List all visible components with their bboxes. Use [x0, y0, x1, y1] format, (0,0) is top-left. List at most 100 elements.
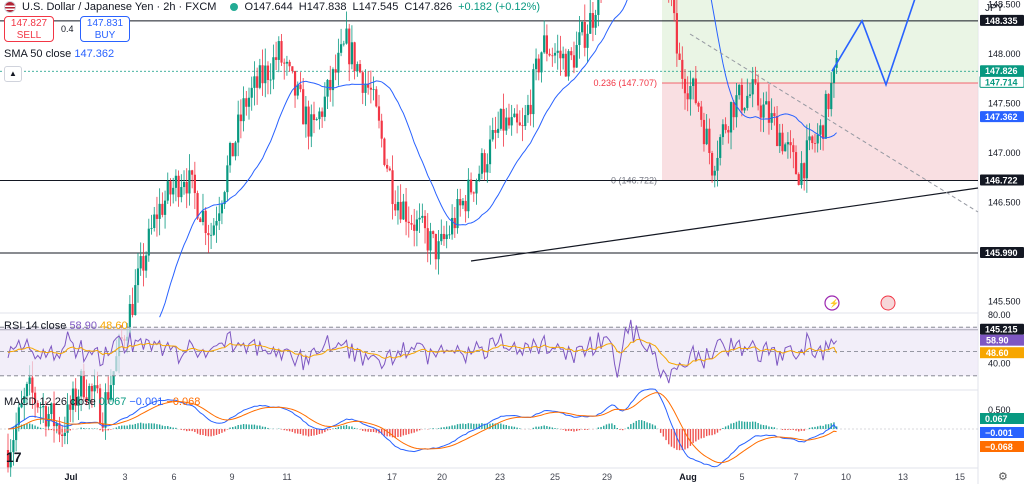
sell-button[interactable]: 147.827 SELL [4, 16, 54, 42]
candle-body [521, 125, 524, 127]
candle-body [42, 406, 45, 408]
macd-histogram-bar [202, 429, 204, 436]
macd-histogram-bar [383, 429, 386, 436]
macd-histogram-bar [711, 429, 713, 436]
flash-icon-glyph: ⚡ [829, 298, 839, 308]
buy-button[interactable]: 147.831 BUY [80, 16, 130, 42]
candle-body [212, 225, 215, 235]
macd-histogram-bar [264, 426, 266, 429]
macd-histogram-bar [597, 427, 600, 429]
macd-histogram-bar [635, 420, 637, 429]
candle-body [153, 214, 156, 228]
macd-histogram-bar [410, 429, 413, 434]
macd-value-tag-label: −0.001 [985, 428, 1013, 438]
candle-body [356, 64, 359, 72]
macd-legend[interactable]: MACD 12 26 close 0.067 −0.001 −0.068 [4, 396, 200, 408]
macd-histogram-bar [64, 429, 66, 433]
candle-body [432, 231, 435, 235]
macd-histogram-bar [473, 423, 475, 429]
macd-histogram-bar [215, 429, 218, 435]
candle-body [88, 386, 91, 402]
macd-histogram-bar [735, 421, 738, 429]
candle-body [80, 370, 83, 397]
candle-body [312, 114, 316, 121]
candle-body [434, 234, 437, 260]
candle-body [44, 406, 48, 427]
candle-body [375, 89, 378, 107]
price-tag-label: 147.826 [985, 66, 1018, 76]
macd-histogram-bar [835, 426, 838, 429]
candle-body [765, 101, 768, 105]
candle-body [532, 69, 535, 115]
price-tag [980, 111, 1024, 123]
macd-histogram-bar [638, 419, 640, 429]
candle-body [822, 125, 825, 139]
candle-body [247, 97, 251, 107]
macd-histogram-bar [345, 425, 348, 429]
macd-histogram-bar [115, 427, 118, 429]
candle-body [9, 452, 12, 468]
candle-body [77, 396, 80, 406]
macd-histogram-bar [283, 429, 285, 431]
currency-label[interactable]: JPY [985, 3, 1004, 14]
candle-body [353, 42, 356, 72]
candle-body [451, 217, 454, 235]
macd-histogram-bar [665, 429, 667, 441]
symbol-title[interactable]: U.S. Dollar / Japanese Yen · 2h · FXCM [22, 1, 217, 13]
sma-label: SMA 50 close [4, 48, 72, 60]
candle-body [174, 175, 177, 188]
sma-legend[interactable]: SMA 50 close 147.362 [4, 48, 114, 60]
macd-histogram-bar [69, 429, 71, 431]
settings-gear-icon[interactable]: ⚙ [998, 471, 1008, 483]
candle-body [478, 173, 481, 181]
macd-histogram-bar [121, 425, 123, 429]
candle-body [134, 285, 137, 316]
macd-histogram-bar [695, 429, 697, 442]
candle-body [497, 128, 500, 133]
collapse-legend-button[interactable]: ▲ [4, 66, 22, 82]
macd-histogram-bar [676, 429, 678, 450]
macd-histogram-bar [543, 425, 545, 429]
candle-body [345, 28, 348, 44]
candle-body [172, 187, 175, 195]
rsi-legend[interactable]: RSI 14 close 58.90 48.60 [4, 320, 128, 332]
macd-histogram-bar [329, 429, 331, 430]
macd-histogram-bar [167, 426, 169, 429]
macd-histogram-bar [454, 425, 456, 429]
macd-hist-value: 0.067 [98, 396, 127, 408]
macd-histogram-bar [229, 427, 231, 429]
candle-body [266, 65, 270, 80]
candle-body [196, 193, 199, 219]
macd-histogram-bar [714, 429, 716, 435]
candle-body [155, 214, 159, 219]
candle-body [185, 181, 188, 194]
price-tag-label: 147.362 [985, 112, 1018, 122]
macd-histogram-bar [481, 423, 483, 429]
macd-histogram-bar [169, 426, 172, 429]
macd-histogram-bar [397, 429, 399, 438]
candle-body [321, 111, 324, 117]
macd-histogram-bar [251, 424, 253, 429]
macd-histogram-bar [389, 429, 391, 437]
macd-histogram-bar [684, 429, 686, 450]
candle-body [746, 95, 749, 108]
candle-body [142, 256, 145, 271]
candle-body [63, 432, 66, 437]
macd-histogram-bar [494, 423, 497, 429]
candle-body [361, 72, 364, 93]
candle-body [264, 65, 267, 84]
macd-histogram-bar [183, 429, 185, 431]
candle-body [673, 0, 676, 14]
macd-histogram-bar [448, 426, 451, 429]
time-axis-tick: 9 [229, 472, 234, 482]
fibonacci-layer: 1 (150.898)0.786 (150.004)0.618 (149.303… [593, 0, 978, 186]
candle-body [453, 217, 456, 229]
price-axis-tick: 146.500 [988, 198, 1021, 208]
macd-histogram-bar [822, 425, 824, 429]
macd-histogram-bar [297, 429, 299, 434]
candle-body [180, 187, 183, 198]
macd-histogram-bar [603, 425, 605, 429]
rsi-value-tag [980, 347, 1024, 359]
macd-histogram-bar [353, 427, 356, 429]
